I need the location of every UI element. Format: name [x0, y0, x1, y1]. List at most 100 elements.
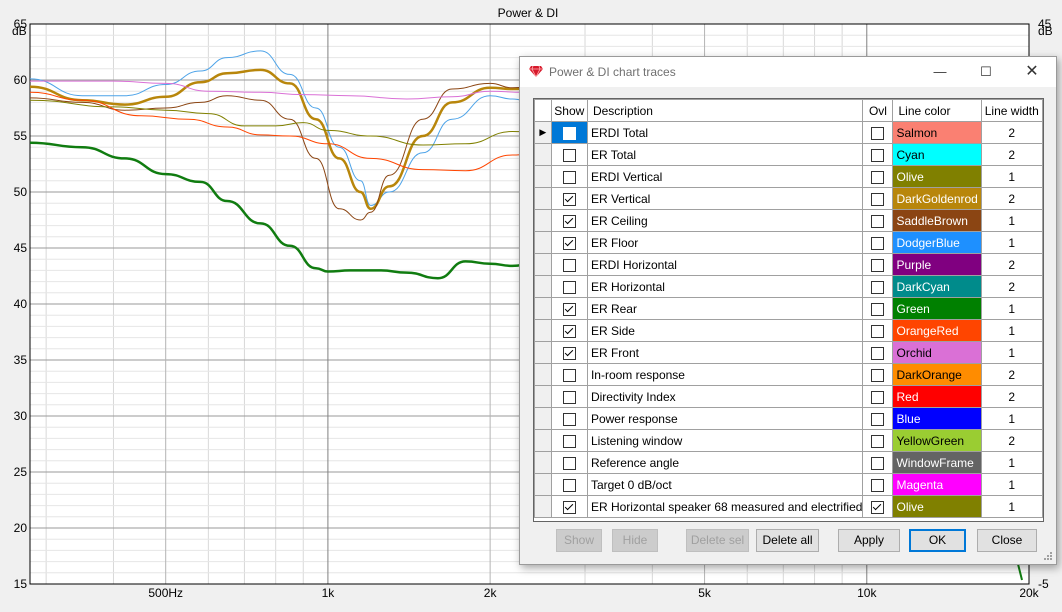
show-checkbox[interactable]	[562, 390, 576, 404]
show-checkbox-cell[interactable]	[550, 121, 588, 144]
line-width-cell[interactable]: 1	[980, 231, 1043, 254]
row-header[interactable]	[534, 319, 552, 342]
line-width-cell[interactable]: 1	[980, 451, 1043, 474]
line-color-cell[interactable]: Blue	[892, 407, 982, 430]
show-checkbox-cell[interactable]	[550, 143, 588, 166]
trace-description[interactable]: ER Ceiling	[586, 209, 864, 232]
ovl-checkbox-cell[interactable]	[862, 495, 894, 518]
row-header[interactable]	[534, 275, 552, 298]
show-button[interactable]: Show	[556, 529, 602, 552]
trace-description[interactable]: ER Horizontal speaker 68 measured and el…	[586, 495, 864, 518]
trace-description[interactable]: Target 0 dB/oct	[586, 473, 864, 496]
show-checkbox-cell[interactable]	[550, 473, 588, 496]
line-color-cell[interactable]: Olive	[892, 165, 982, 188]
show-checkbox[interactable]	[562, 214, 576, 228]
column-header-line-color[interactable]: Line color	[892, 99, 982, 122]
show-checkbox-cell[interactable]	[550, 451, 588, 474]
show-checkbox[interactable]	[562, 324, 576, 338]
line-width-cell[interactable]: 2	[980, 385, 1043, 408]
line-width-cell[interactable]: 2	[980, 187, 1043, 210]
ovl-checkbox-cell[interactable]	[862, 407, 894, 430]
line-width-cell[interactable]: 2	[980, 253, 1043, 276]
ovl-checkbox-cell[interactable]	[862, 451, 894, 474]
trace-row[interactable]: ER Vertical DarkGoldenrod 2	[534, 187, 1043, 210]
ovl-checkbox-cell[interactable]	[862, 341, 894, 364]
ovl-checkbox[interactable]	[871, 214, 885, 228]
trace-row[interactable]: Power response Blue 1	[534, 407, 1043, 430]
ovl-checkbox-cell[interactable]	[862, 143, 894, 166]
ovl-checkbox[interactable]	[871, 412, 885, 426]
apply-button[interactable]: Apply	[838, 529, 900, 552]
ovl-checkbox-cell[interactable]	[862, 187, 894, 210]
show-checkbox-cell[interactable]	[550, 407, 588, 430]
trace-row[interactable]: ER Horizontal speaker 68 measured and el…	[534, 495, 1043, 518]
ovl-checkbox-cell[interactable]	[862, 165, 894, 188]
resize-grip-icon[interactable]	[1043, 551, 1053, 561]
row-header[interactable]	[534, 231, 552, 254]
show-checkbox-cell[interactable]	[550, 253, 588, 276]
line-width-cell[interactable]: 1	[980, 473, 1043, 496]
ovl-checkbox-cell[interactable]	[862, 297, 894, 320]
ovl-checkbox-cell[interactable]	[862, 319, 894, 342]
ovl-checkbox[interactable]	[871, 302, 885, 316]
show-checkbox-cell[interactable]	[550, 363, 588, 386]
ovl-checkbox[interactable]	[871, 236, 885, 250]
trace-row[interactable]: ER Horizontal DarkCyan 2	[534, 275, 1043, 298]
trace-description[interactable]: Listening window	[586, 429, 864, 452]
trace-description[interactable]: ERDI Horizontal	[586, 253, 864, 276]
show-checkbox-cell[interactable]	[550, 297, 588, 320]
trace-row[interactable]: ER Side OrangeRed 1	[534, 319, 1043, 342]
line-width-cell[interactable]: 1	[980, 165, 1043, 188]
line-width-cell[interactable]: 1	[980, 407, 1043, 430]
row-header[interactable]: ▶	[534, 121, 552, 144]
show-checkbox[interactable]	[562, 412, 576, 426]
trace-row[interactable]: Listening window YellowGreen 2	[534, 429, 1043, 452]
line-color-cell[interactable]: Magenta	[892, 473, 982, 496]
row-header[interactable]	[534, 473, 552, 496]
line-color-cell[interactable]: DodgerBlue	[892, 231, 982, 254]
show-checkbox[interactable]	[562, 478, 576, 492]
row-header[interactable]	[534, 385, 552, 408]
show-checkbox-cell[interactable]	[550, 495, 588, 518]
ovl-checkbox[interactable]	[871, 126, 885, 140]
row-header[interactable]	[534, 341, 552, 364]
ovl-checkbox[interactable]	[871, 324, 885, 338]
show-checkbox[interactable]	[562, 280, 576, 294]
trace-description[interactable]: ER Vertical	[586, 187, 864, 210]
row-header[interactable]	[534, 143, 552, 166]
line-width-cell[interactable]: 2	[980, 121, 1043, 144]
trace-row[interactable]: Target 0 dB/oct Magenta 1	[534, 473, 1043, 496]
column-header-line-width[interactable]: Line width	[980, 99, 1043, 122]
delete-all-button[interactable]: Delete all	[756, 529, 819, 552]
trace-description[interactable]: ER Side	[586, 319, 864, 342]
show-checkbox[interactable]	[562, 302, 576, 316]
traces-grid[interactable]: Show Description Ovl Line color Line wid…	[533, 98, 1044, 522]
line-color-cell[interactable]: OrangeRed	[892, 319, 982, 342]
show-checkbox[interactable]	[562, 434, 576, 448]
hide-button[interactable]: Hide	[612, 529, 658, 552]
trace-description[interactable]: ER Horizontal	[586, 275, 864, 298]
ovl-checkbox[interactable]	[871, 368, 885, 382]
line-color-cell[interactable]: DarkOrange	[892, 363, 982, 386]
row-header[interactable]	[534, 209, 552, 232]
show-checkbox[interactable]	[562, 126, 576, 140]
close-button[interactable]: Close	[977, 529, 1037, 552]
row-header[interactable]	[534, 297, 552, 320]
trace-description[interactable]: Power response	[586, 407, 864, 430]
row-header[interactable]	[534, 165, 552, 188]
show-checkbox-cell[interactable]	[550, 275, 588, 298]
trace-row[interactable]: In-room response DarkOrange 2	[534, 363, 1043, 386]
dialog-titlebar[interactable]: Power & DI chart traces — ☐ ✕	[520, 57, 1056, 87]
ovl-checkbox-cell[interactable]	[862, 253, 894, 276]
line-color-cell[interactable]: Orchid	[892, 341, 982, 364]
show-checkbox-cell[interactable]	[550, 209, 588, 232]
column-header-description[interactable]: Description	[586, 99, 864, 122]
row-header[interactable]	[534, 253, 552, 276]
minimize-icon[interactable]: —	[933, 64, 947, 79]
trace-description[interactable]: Reference angle	[586, 451, 864, 474]
trace-row[interactable]: ER Floor DodgerBlue 1	[534, 231, 1043, 254]
line-width-cell[interactable]: 1	[980, 495, 1043, 518]
line-color-cell[interactable]: Purple	[892, 253, 982, 276]
ovl-checkbox-cell[interactable]	[862, 231, 894, 254]
row-header[interactable]	[534, 407, 552, 430]
